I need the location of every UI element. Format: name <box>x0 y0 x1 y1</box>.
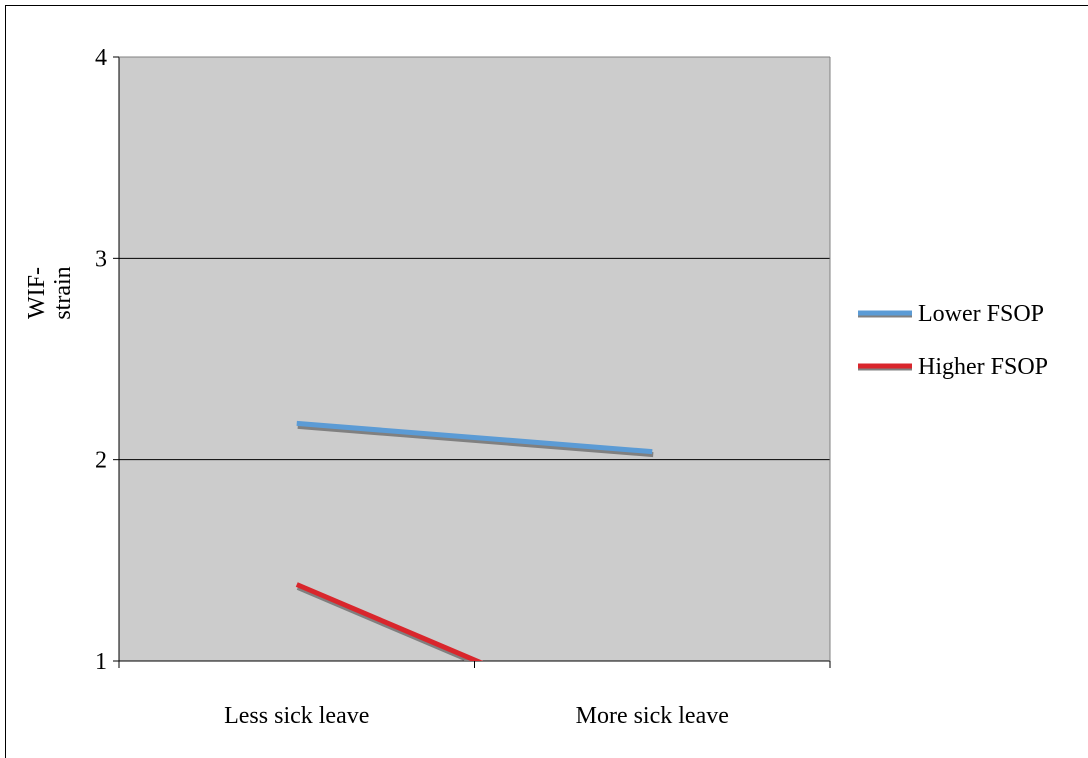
y-tick-label-1: 1 <box>95 649 107 675</box>
x-tick-label-0: Less sick leave <box>224 703 369 729</box>
legend-label-lower-fsop: Lower FSOP <box>918 301 1044 327</box>
x-tick-labels: Less sick leave More sick leave <box>224 703 729 729</box>
legend: Lower FSOP Higher FSOP <box>858 301 1048 380</box>
chart-border <box>5 5 1088 758</box>
series-line-lower-fsop <box>296 420 653 455</box>
y-tick-label-2: 2 <box>95 448 107 474</box>
series-lines <box>295 420 654 661</box>
y-axis-title-line-2: strain <box>50 266 76 319</box>
series-shadow-lower-fsop <box>297 423 654 458</box>
y-tick-label-3: 3 <box>95 246 107 272</box>
y-tick-label-4: 4 <box>95 45 107 71</box>
legend-label-higher-fsop: Higher FSOP <box>918 354 1048 380</box>
plot-area <box>119 57 830 661</box>
y-axis-title-line-1: WIF- <box>24 267 50 319</box>
y-tick-labels: 1 2 3 4 <box>95 45 107 675</box>
series-line-higher-fsop <box>295 582 484 661</box>
x-tick-label-1: More sick leave <box>576 703 729 729</box>
